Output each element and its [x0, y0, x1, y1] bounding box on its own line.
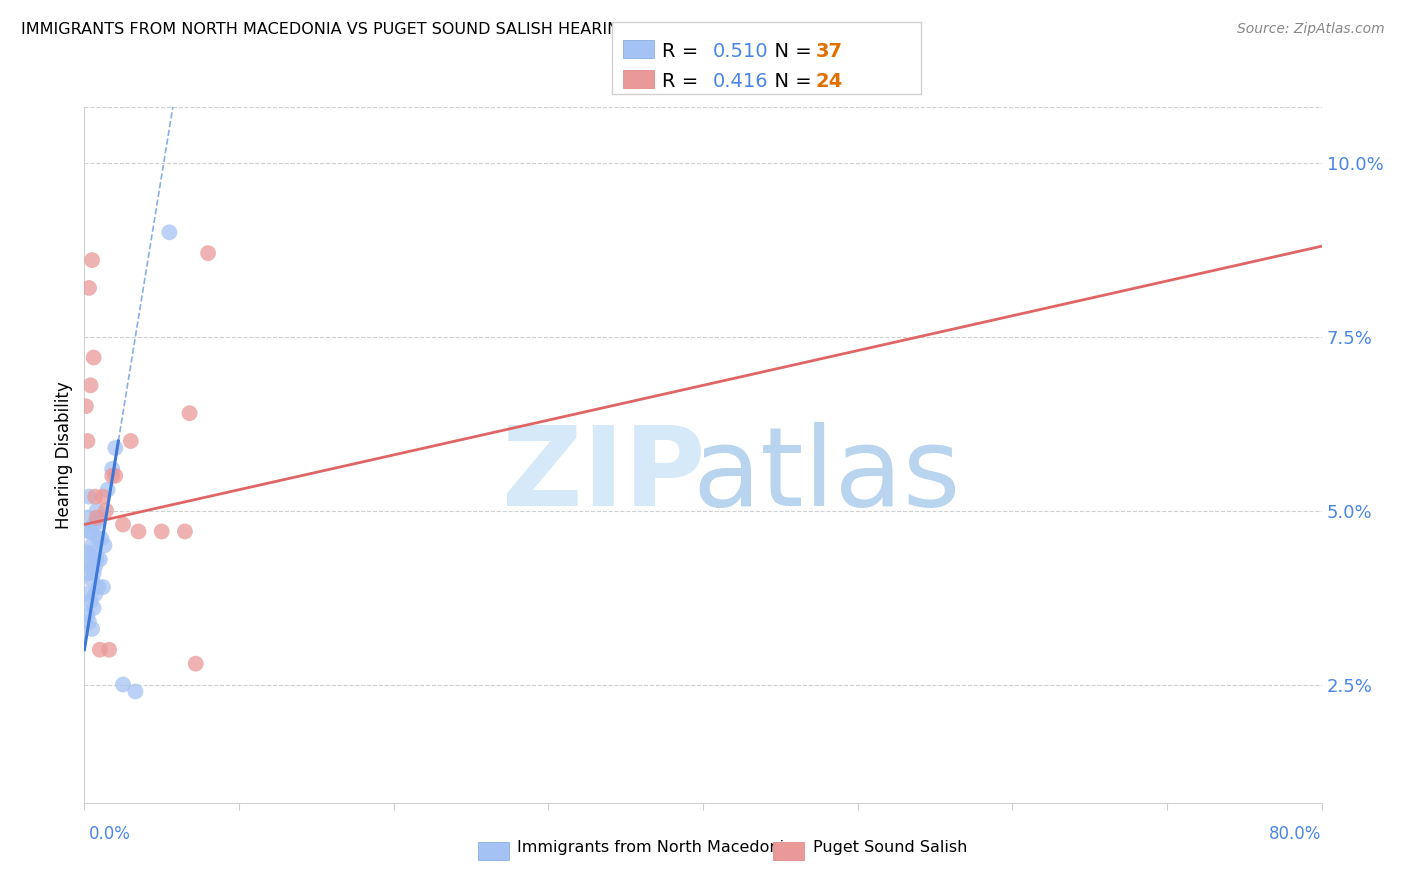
- Point: [79, 559, 101, 574]
- Point: [84, 517, 107, 532]
- Text: 0.510: 0.510: [713, 42, 769, 61]
- Point: [83, 351, 105, 365]
- Point: [83, 517, 105, 532]
- Point: [159, 225, 180, 239]
- Point: [75, 552, 97, 566]
- Point: [93, 538, 115, 552]
- Point: [77, 615, 100, 629]
- Point: [89, 552, 111, 566]
- Point: [84, 490, 107, 504]
- Y-axis label: Hearing Disability: Hearing Disability: [55, 381, 73, 529]
- Point: [87, 532, 110, 546]
- Text: 80.0%: 80.0%: [1270, 825, 1322, 843]
- Point: [150, 524, 173, 539]
- Point: [104, 468, 127, 483]
- Point: [89, 510, 111, 524]
- Point: [184, 657, 207, 671]
- Text: R =: R =: [662, 42, 704, 61]
- Point: [91, 580, 114, 594]
- Text: 24: 24: [815, 72, 842, 91]
- Point: [112, 677, 135, 691]
- Point: [75, 587, 97, 601]
- Point: [82, 622, 104, 636]
- Point: [86, 552, 108, 566]
- Text: 0.0%: 0.0%: [89, 825, 131, 843]
- Text: N =: N =: [762, 72, 818, 91]
- Point: [174, 524, 197, 539]
- Text: Source: ZipAtlas.com: Source: ZipAtlas.com: [1237, 22, 1385, 37]
- Point: [124, 684, 146, 698]
- Point: [79, 524, 101, 539]
- Point: [104, 441, 127, 455]
- Text: Immigrants from North Macedonia: Immigrants from North Macedonia: [517, 840, 794, 855]
- Point: [94, 503, 117, 517]
- Point: [77, 524, 100, 539]
- Point: [101, 462, 124, 476]
- Text: atlas: atlas: [693, 422, 960, 529]
- Point: [83, 566, 105, 581]
- Point: [77, 490, 100, 504]
- Text: N =: N =: [762, 42, 818, 61]
- Point: [112, 517, 135, 532]
- Point: [197, 246, 219, 260]
- Point: [84, 587, 107, 601]
- Point: [89, 642, 111, 657]
- Point: [82, 573, 104, 587]
- Point: [76, 510, 98, 524]
- Point: [87, 580, 110, 594]
- Point: [82, 253, 104, 268]
- Point: [86, 503, 108, 517]
- Text: Puget Sound Salish: Puget Sound Salish: [813, 840, 967, 855]
- Text: 0.416: 0.416: [713, 72, 769, 91]
- Point: [76, 607, 98, 622]
- Point: [77, 566, 100, 581]
- Text: ZIP: ZIP: [502, 422, 706, 529]
- Point: [98, 642, 121, 657]
- Point: [101, 468, 124, 483]
- Point: [83, 601, 105, 615]
- Point: [79, 378, 101, 392]
- Point: [77, 281, 100, 295]
- Point: [84, 559, 107, 574]
- Point: [96, 483, 118, 497]
- Text: IMMIGRANTS FROM NORTH MACEDONIA VS PUGET SOUND SALISH HEARING DISABILITY CORRELA: IMMIGRANTS FROM NORTH MACEDONIA VS PUGET…: [21, 22, 903, 37]
- Point: [79, 594, 101, 608]
- Point: [76, 434, 98, 448]
- Point: [75, 399, 97, 413]
- Point: [91, 490, 114, 504]
- Point: [90, 532, 112, 546]
- Text: R =: R =: [662, 72, 704, 91]
- Point: [82, 538, 104, 552]
- Point: [86, 510, 108, 524]
- Point: [120, 434, 142, 448]
- Point: [83, 545, 105, 559]
- Point: [179, 406, 201, 420]
- Point: [76, 545, 98, 559]
- Point: [127, 524, 149, 539]
- Text: 37: 37: [815, 42, 842, 61]
